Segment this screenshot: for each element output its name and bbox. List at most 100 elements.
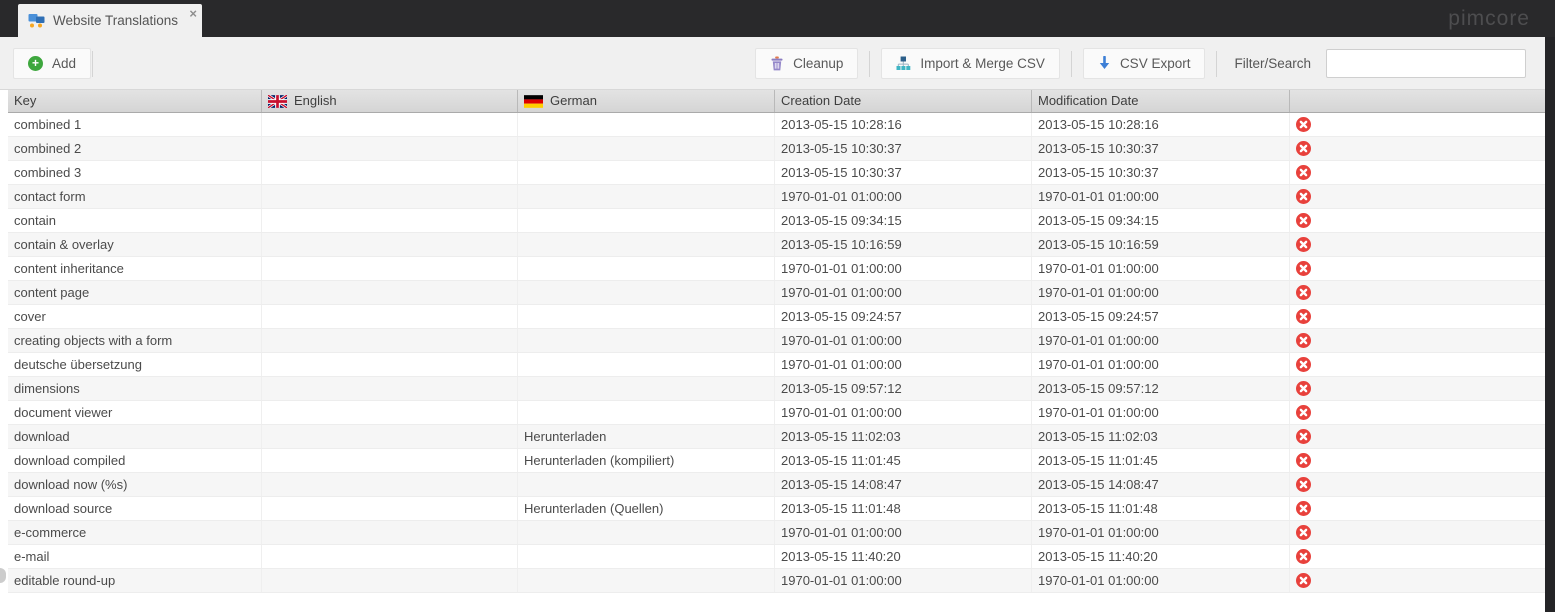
cell-german[interactable] <box>518 401 775 424</box>
cell-modification-date[interactable]: 1970-01-01 01:00:00 <box>1032 257 1290 280</box>
cell-german[interactable] <box>518 521 775 544</box>
cell-modification-date[interactable]: 2013-05-15 09:34:15 <box>1032 209 1290 232</box>
cell-key[interactable]: download <box>8 425 262 448</box>
delete-row-button[interactable] <box>1296 525 1311 540</box>
delete-row-button[interactable] <box>1296 477 1311 492</box>
delete-row-button[interactable] <box>1296 405 1311 420</box>
table-row[interactable]: combined 1 2013-05-15 10:28:16 2013-05-1… <box>8 113 1545 137</box>
table-row[interactable]: creating objects with a form 1970-01-01 … <box>8 329 1545 353</box>
cell-german[interactable] <box>518 281 775 304</box>
cell-creation-date[interactable]: 2013-05-15 09:24:57 <box>775 305 1032 328</box>
cell-english[interactable] <box>262 377 518 400</box>
column-header-german[interactable]: German <box>518 90 775 112</box>
cell-german[interactable]: Herunterladen <box>518 425 775 448</box>
column-header-key[interactable]: Key <box>8 90 262 112</box>
column-header-creation-date[interactable]: Creation Date <box>775 90 1032 112</box>
cell-creation-date[interactable]: 2013-05-15 10:30:37 <box>775 161 1032 184</box>
cell-key[interactable]: combined 3 <box>8 161 262 184</box>
table-row[interactable]: e-commerce 1970-01-01 01:00:00 1970-01-0… <box>8 521 1545 545</box>
delete-row-button[interactable] <box>1296 189 1311 204</box>
cell-creation-date[interactable]: 2013-05-15 11:40:20 <box>775 545 1032 568</box>
cell-modification-date[interactable]: 1970-01-01 01:00:00 <box>1032 401 1290 424</box>
tab-website-translations[interactable]: Website Translations × <box>18 4 202 37</box>
cell-creation-date[interactable]: 2013-05-15 11:01:48 <box>775 497 1032 520</box>
cell-key[interactable]: content page <box>8 281 262 304</box>
cell-german[interactable] <box>518 257 775 280</box>
cell-creation-date[interactable]: 1970-01-01 01:00:00 <box>775 257 1032 280</box>
cell-english[interactable] <box>262 161 518 184</box>
cell-key[interactable]: contain & overlay <box>8 233 262 256</box>
cell-key[interactable]: content inheritance <box>8 257 262 280</box>
cell-german[interactable] <box>518 137 775 160</box>
cell-german[interactable] <box>518 353 775 376</box>
table-row[interactable]: contain 2013-05-15 09:34:15 2013-05-15 0… <box>8 209 1545 233</box>
cell-english[interactable] <box>262 329 518 352</box>
delete-row-button[interactable] <box>1296 165 1311 180</box>
delete-row-button[interactable] <box>1296 429 1311 444</box>
table-row[interactable]: combined 3 2013-05-15 10:30:37 2013-05-1… <box>8 161 1545 185</box>
cell-modification-date[interactable]: 1970-01-01 01:00:00 <box>1032 329 1290 352</box>
column-header-modification-date[interactable]: Modification Date <box>1032 90 1290 112</box>
cell-modification-date[interactable]: 1970-01-01 01:00:00 <box>1032 353 1290 376</box>
table-row[interactable]: download Herunterladen 2013-05-15 11:02:… <box>8 425 1545 449</box>
delete-row-button[interactable] <box>1296 237 1311 252</box>
cell-modification-date[interactable]: 2013-05-15 09:57:12 <box>1032 377 1290 400</box>
delete-row-button[interactable] <box>1296 141 1311 156</box>
cell-creation-date[interactable]: 1970-01-01 01:00:00 <box>775 521 1032 544</box>
cell-creation-date[interactable]: 2013-05-15 10:30:37 <box>775 137 1032 160</box>
cell-english[interactable] <box>262 545 518 568</box>
cell-key[interactable]: download compiled <box>8 449 262 472</box>
delete-row-button[interactable] <box>1296 117 1311 132</box>
cell-modification-date[interactable]: 1970-01-01 01:00:00 <box>1032 569 1290 592</box>
cell-german[interactable]: Herunterladen (kompiliert) <box>518 449 775 472</box>
cell-german[interactable]: Herunterladen (Quellen) <box>518 497 775 520</box>
cell-english[interactable] <box>262 209 518 232</box>
cell-creation-date[interactable]: 1970-01-01 01:00:00 <box>775 569 1032 592</box>
cell-key[interactable]: e-mail <box>8 545 262 568</box>
table-row[interactable]: contain & overlay 2013-05-15 10:16:59 20… <box>8 233 1545 257</box>
add-button[interactable]: + Add <box>13 48 92 79</box>
cell-creation-date[interactable]: 2013-05-15 11:01:45 <box>775 449 1032 472</box>
table-row[interactable]: combined 2 2013-05-15 10:30:37 2013-05-1… <box>8 137 1545 161</box>
cell-english[interactable] <box>262 449 518 472</box>
cell-modification-date[interactable]: 1970-01-01 01:00:00 <box>1032 281 1290 304</box>
cell-key[interactable]: document viewer <box>8 401 262 424</box>
cell-key[interactable]: deutsche übersetzung <box>8 353 262 376</box>
table-row[interactable]: download compiled Herunterladen (kompili… <box>8 449 1545 473</box>
cell-key[interactable]: combined 1 <box>8 113 262 136</box>
cell-creation-date[interactable]: 2013-05-15 09:34:15 <box>775 209 1032 232</box>
cell-creation-date[interactable]: 2013-05-15 10:16:59 <box>775 233 1032 256</box>
delete-row-button[interactable] <box>1296 213 1311 228</box>
cell-creation-date[interactable]: 1970-01-01 01:00:00 <box>775 401 1032 424</box>
delete-row-button[interactable] <box>1296 453 1311 468</box>
cell-english[interactable] <box>262 425 518 448</box>
cell-german[interactable] <box>518 545 775 568</box>
cell-modification-date[interactable]: 2013-05-15 10:30:37 <box>1032 137 1290 160</box>
cell-german[interactable] <box>518 233 775 256</box>
delete-row-button[interactable] <box>1296 333 1311 348</box>
cell-key[interactable]: contact form <box>8 185 262 208</box>
table-row[interactable]: contact form 1970-01-01 01:00:00 1970-01… <box>8 185 1545 209</box>
delete-row-button[interactable] <box>1296 285 1311 300</box>
delete-row-button[interactable] <box>1296 357 1311 372</box>
table-row[interactable]: download source Herunterladen (Quellen) … <box>8 497 1545 521</box>
cell-creation-date[interactable]: 1970-01-01 01:00:00 <box>775 281 1032 304</box>
cell-english[interactable] <box>262 185 518 208</box>
table-row[interactable]: editable round-up 1970-01-01 01:00:00 19… <box>8 569 1545 593</box>
cell-modification-date[interactable]: 1970-01-01 01:00:00 <box>1032 521 1290 544</box>
cell-german[interactable] <box>518 113 775 136</box>
cell-modification-date[interactable]: 2013-05-15 10:16:59 <box>1032 233 1290 256</box>
cell-english[interactable] <box>262 113 518 136</box>
cell-creation-date[interactable]: 2013-05-15 10:28:16 <box>775 113 1032 136</box>
cell-creation-date[interactable]: 1970-01-01 01:00:00 <box>775 329 1032 352</box>
cell-creation-date[interactable]: 2013-05-15 14:08:47 <box>775 473 1032 496</box>
collapsed-panel-handle[interactable] <box>0 568 6 583</box>
cell-key[interactable]: combined 2 <box>8 137 262 160</box>
cell-key[interactable]: e-commerce <box>8 521 262 544</box>
column-header-english[interactable]: English <box>262 90 518 112</box>
cell-modification-date[interactable]: 2013-05-15 14:08:47 <box>1032 473 1290 496</box>
cell-modification-date[interactable]: 2013-05-15 10:28:16 <box>1032 113 1290 136</box>
import-merge-csv-button[interactable]: Import & Merge CSV <box>881 48 1060 79</box>
delete-row-button[interactable] <box>1296 501 1311 516</box>
cell-creation-date[interactable]: 2013-05-15 09:57:12 <box>775 377 1032 400</box>
